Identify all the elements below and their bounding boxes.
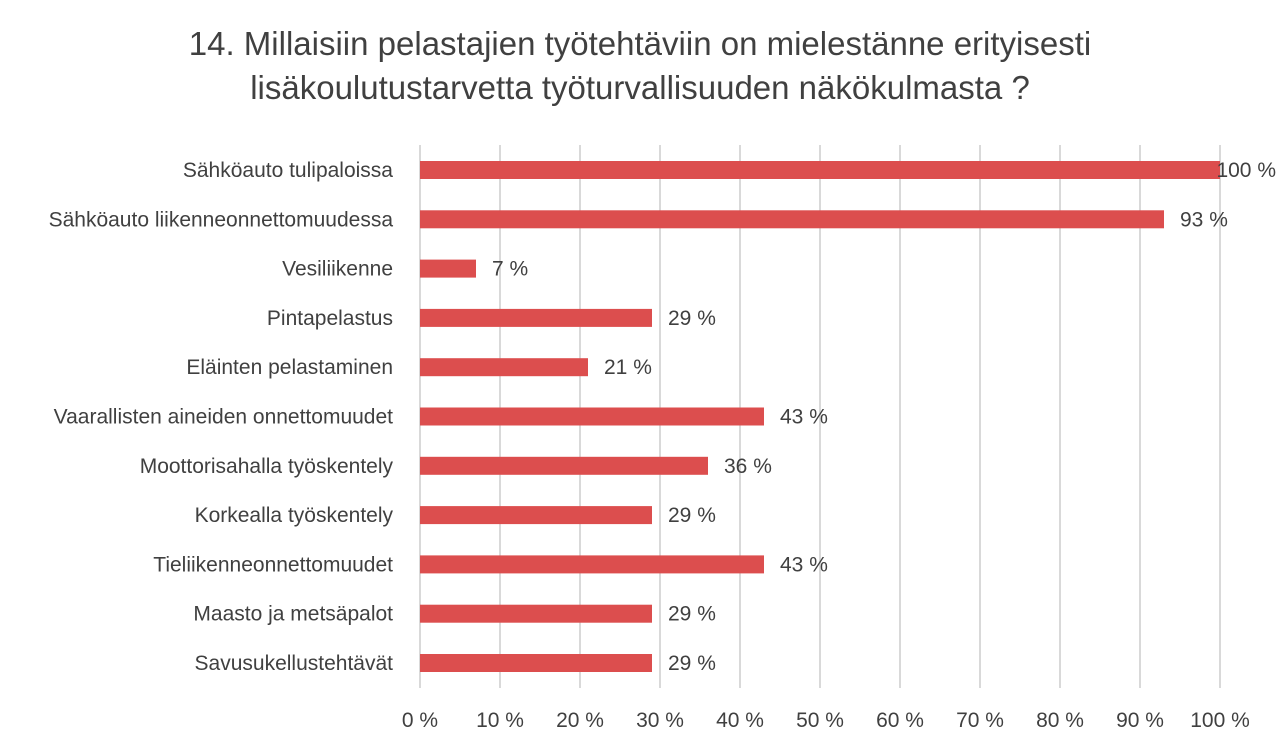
category-label: Eläinten pelastaminen <box>186 356 393 379</box>
data-label: 29 % <box>668 504 716 527</box>
data-label: 7 % <box>492 258 528 281</box>
data-label: 36 % <box>724 455 772 478</box>
data-label: 43 % <box>780 406 828 429</box>
bar <box>420 604 652 623</box>
category-labels: Sähköauto tulipaloissa Sähköauto liikenne… <box>49 159 394 675</box>
data-label: 21 % <box>604 356 652 379</box>
bar <box>420 210 1164 229</box>
category-label: Sähköauto liikenneonnettomuudessa <box>49 208 394 231</box>
x-tick-label: 80 % <box>1036 709 1084 732</box>
category-label: Vaarallisten aineiden onnettomuudet <box>54 406 394 429</box>
chart-title-line-2: lisäkoulutustarvetta työturvallisuuden n… <box>250 69 1030 106</box>
x-tick-label: 50 % <box>796 709 844 732</box>
bar <box>420 308 652 327</box>
gridlines <box>419 145 1221 688</box>
category-label: Pintapelastus <box>267 307 393 330</box>
data-label: 29 % <box>668 307 716 330</box>
bar <box>420 161 1220 179</box>
x-tick-label: 60 % <box>876 709 924 732</box>
bar <box>420 456 708 475</box>
x-axis-ticks: 0 % 10 % 20 % 30 % 40 % 50 % 60 % 70 % 80 % 90 % 1… <box>402 709 1250 732</box>
data-label: 29 % <box>668 603 716 626</box>
bar <box>420 506 652 525</box>
data-label: 100 % <box>1216 159 1276 182</box>
category-label: Sähköauto tulipaloissa <box>183 159 393 182</box>
x-tick-label: 0 % <box>402 709 438 732</box>
x-tick-label: 10 % <box>476 709 524 732</box>
chart-title: 14. Millaisiin pelastajien työtehtäviin … <box>0 22 1280 110</box>
bar <box>420 555 764 574</box>
data-label: 43 % <box>780 553 828 576</box>
data-label: 29 % <box>668 652 716 675</box>
category-label: Tieliikenneonnettomuudet <box>153 553 393 576</box>
category-label: Korkealla työskentely <box>195 504 394 527</box>
data-label: 93 % <box>1180 208 1228 231</box>
chart-title-line-1: 14. Millaisiin pelastajien työtehtäviin … <box>188 25 1092 62</box>
category-label: Moottorisahalla työskentely <box>140 455 394 478</box>
x-tick-label: 90 % <box>1116 709 1164 732</box>
bars <box>420 161 1220 672</box>
x-tick-label: 100 % <box>1190 709 1250 732</box>
x-tick-label: 30 % <box>636 709 684 732</box>
category-label: Maasto ja metsäpalot <box>193 603 393 626</box>
x-tick-label: 40 % <box>716 709 764 732</box>
x-tick-label: 20 % <box>556 709 604 732</box>
bar <box>420 654 652 672</box>
category-label: Vesiliikenne <box>282 258 393 281</box>
bar <box>420 407 764 426</box>
data-labels: 100 % 93 % 7 % 29 % 21 % 43 % 36 % 29 % 43 % 29 %… <box>492 159 1276 675</box>
x-tick-label: 70 % <box>956 709 1004 732</box>
bar <box>420 358 588 377</box>
bar <box>420 259 476 278</box>
category-label: Savusukellustehtävät <box>195 652 394 675</box>
